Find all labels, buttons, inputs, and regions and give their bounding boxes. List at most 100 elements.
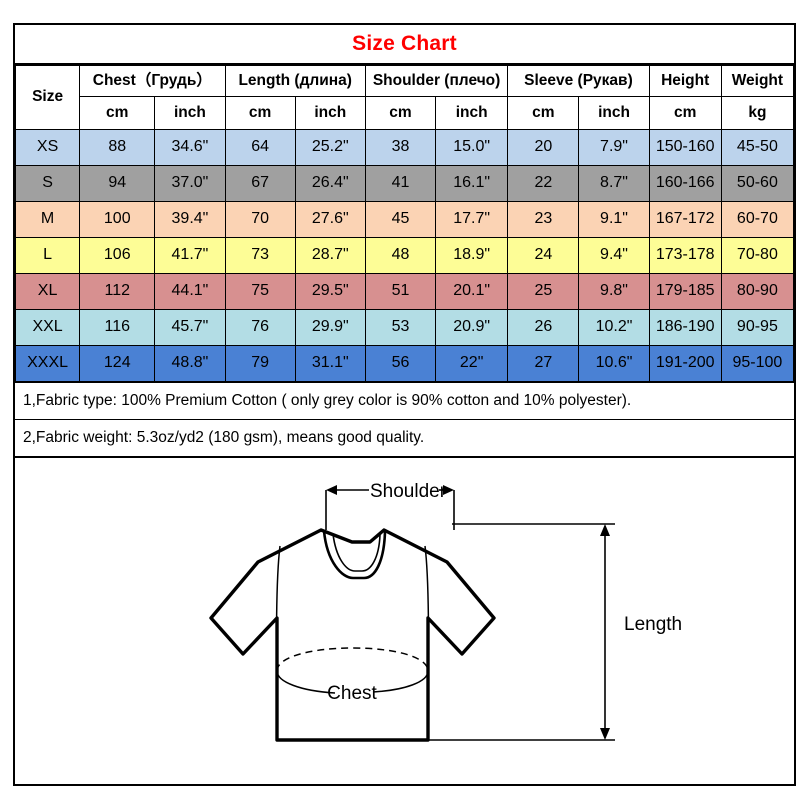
page-title: Size Chart: [352, 32, 457, 55]
header-unit-chest-inch: inch: [154, 96, 226, 130]
length-dimension: [428, 523, 615, 741]
cell-value: 9.8": [578, 273, 650, 310]
header-unit-chest-cm: cm: [79, 96, 156, 130]
shoulder-arrow-right: [443, 485, 454, 495]
cell-value: 27: [507, 345, 580, 382]
cell-value: 48.8": [154, 345, 226, 382]
cell-value: 191-200: [648, 345, 722, 382]
cell-value: 22: [507, 165, 580, 202]
cell-value: 70-80: [720, 237, 795, 274]
cell-value: 20.9": [435, 309, 509, 346]
cell-value: 60-70: [720, 201, 795, 238]
header-unit-row: cm inch cm inch cm inch cm inch cm kg: [16, 96, 795, 130]
cell-value: 94: [79, 165, 156, 202]
chest-ellipse-solid-left: [276, 670, 336, 694]
cell-size: M: [14, 201, 81, 238]
tshirt-outline: [209, 528, 496, 742]
cell-value: 44.1": [154, 273, 226, 310]
cell-value: 173-178: [648, 237, 722, 274]
cell-value: 64: [224, 129, 296, 166]
cell-value: 38: [364, 129, 437, 166]
cell-value: 8.7": [578, 165, 650, 202]
header-group-sleeve: Sleeve (Рукав): [507, 65, 650, 97]
header-group-row: Size Chest（Грудь） Length (длина) Shoulde…: [14, 65, 795, 130]
cell-value: 41.7": [154, 237, 226, 274]
cell-value: 45: [364, 201, 437, 238]
cell-value: 150-160: [648, 129, 722, 166]
cell-value: 31.1": [294, 345, 366, 382]
cell-value: 22": [435, 345, 509, 382]
header-unit-length-cm: cm: [224, 96, 296, 130]
cell-value: 41: [364, 165, 437, 202]
table-row: XXL 116 45.7" 76 29.9" 53 20.9" 26 10.2" 186-190 9…: [14, 309, 795, 346]
cell-value: 27.6": [294, 201, 366, 238]
cell-value: 50-60: [720, 165, 795, 202]
table-head: Size Chest（Грудь） Length (длина) Shoulde…: [14, 65, 795, 130]
tshirt-collar-inner: [332, 533, 381, 572]
table-row: S 94 37.0" 67 26.4" 41 16.1" 22 8.7" 160-166 50-60: [14, 165, 795, 202]
cell-value: 29.5": [294, 273, 366, 310]
header-unit-length-inch: inch: [294, 96, 366, 130]
cell-value: 88: [79, 129, 156, 166]
header-unit-sleeve-cm: cm: [507, 96, 580, 130]
table-body: XS 88 34.6" 64 25.2" 38 15.0" 20 7.9" 150-160 45-5…: [14, 129, 795, 382]
cell-value: 106: [79, 237, 156, 274]
cell-value: 18.9": [435, 237, 509, 274]
cell-value: 17.7": [435, 201, 509, 238]
cell-value: 124: [79, 345, 156, 382]
cell-value: 34.6": [154, 129, 226, 166]
cell-value: 45.7": [154, 309, 226, 346]
table-row: XL 112 44.1" 75 29.5" 51 20.1" 25 9.8" 179-185 80-…: [14, 273, 795, 310]
cell-value: 9.1": [578, 201, 650, 238]
chest-ellipse-solid-right: [372, 670, 429, 693]
cell-value: 20.1": [435, 273, 509, 310]
header-group-weight: Weight: [720, 65, 795, 97]
cell-value: 45-50: [720, 129, 795, 166]
cell-value: 67: [224, 165, 296, 202]
tshirt-seams: [275, 545, 430, 741]
cell-value: 116: [79, 309, 156, 346]
header-group-length: Length (длина): [224, 65, 366, 97]
note-fabric-weight: 2,Fabric weight: 5.3oz/yd2 (180 gsm), me…: [15, 419, 794, 456]
cell-size: XS: [14, 129, 81, 166]
cell-value: 25: [507, 273, 580, 310]
title-band: Size Chart: [15, 25, 794, 65]
cell-value: 73: [224, 237, 296, 274]
table-row: M 100 39.4" 70 27.6" 45 17.7" 23 9.1" 167-172 60-7…: [14, 201, 795, 238]
cell-value: 186-190: [648, 309, 722, 346]
length-label: Length: [624, 614, 682, 635]
cell-value: 37.0": [154, 165, 226, 202]
cell-size: L: [14, 237, 81, 274]
cell-value: 75: [224, 273, 296, 310]
cell-value: 29.9": [294, 309, 366, 346]
table-row: XXXL 124 48.8" 79 31.1" 56 22" 27 10.6" 191-200 95…: [14, 345, 795, 382]
cell-value: 90-95: [720, 309, 795, 346]
cell-value: 26.4": [294, 165, 366, 202]
shoulder-label: Shoulder: [370, 481, 447, 502]
cell-value: 179-185: [648, 273, 722, 310]
cell-value: 95-100: [720, 345, 795, 382]
cell-value: 24: [507, 237, 580, 274]
cell-value: 26: [507, 309, 580, 346]
size-table: Size Chest（Грудь） Length (длина) Shoulde…: [14, 65, 795, 382]
cell-value: 56: [364, 345, 437, 382]
table-row: XS 88 34.6" 64 25.2" 38 15.0" 20 7.9" 150-160 45-5…: [14, 129, 795, 166]
cell-value: 160-166: [648, 165, 722, 202]
note-fabric-type: 1,Fabric type: 100% Premium Cotton ( onl…: [15, 382, 794, 419]
length-arrow-top: [600, 524, 610, 536]
length-arrow-bottom: [600, 728, 610, 740]
cell-size: XXL: [14, 309, 81, 346]
cell-value: 25.2": [294, 129, 366, 166]
cell-size: S: [14, 165, 81, 202]
header-unit-sleeve-inch: inch: [578, 96, 650, 130]
cell-size: XXXL: [14, 345, 81, 382]
cell-value: 100: [79, 201, 156, 238]
cell-value: 79: [224, 345, 296, 382]
cell-value: 53: [364, 309, 437, 346]
tshirt-diagram-panel: Shoulder Length: [15, 456, 794, 775]
tshirt-collar: [322, 530, 387, 580]
header-size: Size: [14, 65, 81, 130]
cell-value: 16.1": [435, 165, 509, 202]
chest-ellipse-dashed: [276, 647, 429, 672]
